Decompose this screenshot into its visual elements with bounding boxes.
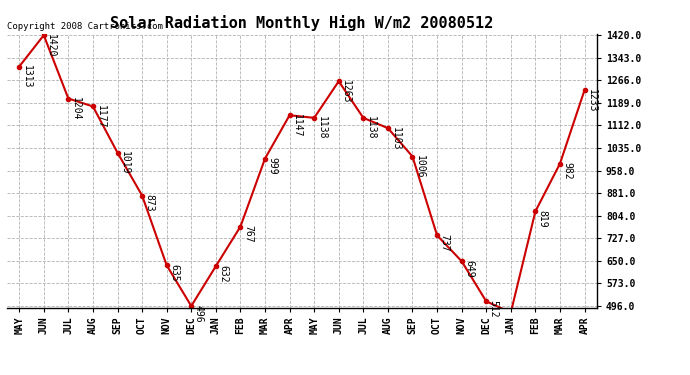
Text: 1103: 1103 xyxy=(391,127,400,150)
Text: 1204: 1204 xyxy=(71,97,81,120)
Text: 632: 632 xyxy=(218,265,228,282)
Text: 1138: 1138 xyxy=(317,116,326,140)
Text: 1138: 1138 xyxy=(366,116,376,140)
Text: 1019: 1019 xyxy=(120,151,130,175)
Text: 999: 999 xyxy=(268,157,277,175)
Text: 767: 767 xyxy=(243,225,253,243)
Text: 737: 737 xyxy=(440,234,449,252)
Title: Solar Radiation Monthly High W/m2 20080512: Solar Radiation Monthly High W/m2 200805… xyxy=(110,15,493,31)
Text: 512: 512 xyxy=(489,300,499,318)
Text: 649: 649 xyxy=(464,260,474,278)
Text: 1313: 1313 xyxy=(21,65,32,88)
Text: 819: 819 xyxy=(538,210,548,228)
Text: 635: 635 xyxy=(169,264,179,282)
Text: 1233: 1233 xyxy=(587,88,597,112)
Text: Copyright 2008 Cartronics.com: Copyright 2008 Cartronics.com xyxy=(7,22,163,31)
Text: 1147: 1147 xyxy=(292,114,302,137)
Text: 1420: 1420 xyxy=(46,34,56,57)
Text: 1263: 1263 xyxy=(341,80,351,103)
Text: 873: 873 xyxy=(145,194,155,212)
Text: 982: 982 xyxy=(562,162,573,180)
Text: 1006: 1006 xyxy=(415,155,425,178)
Text: 496: 496 xyxy=(194,304,204,322)
Text: 1177: 1177 xyxy=(95,105,106,129)
Text: 474: 474 xyxy=(0,374,1,375)
